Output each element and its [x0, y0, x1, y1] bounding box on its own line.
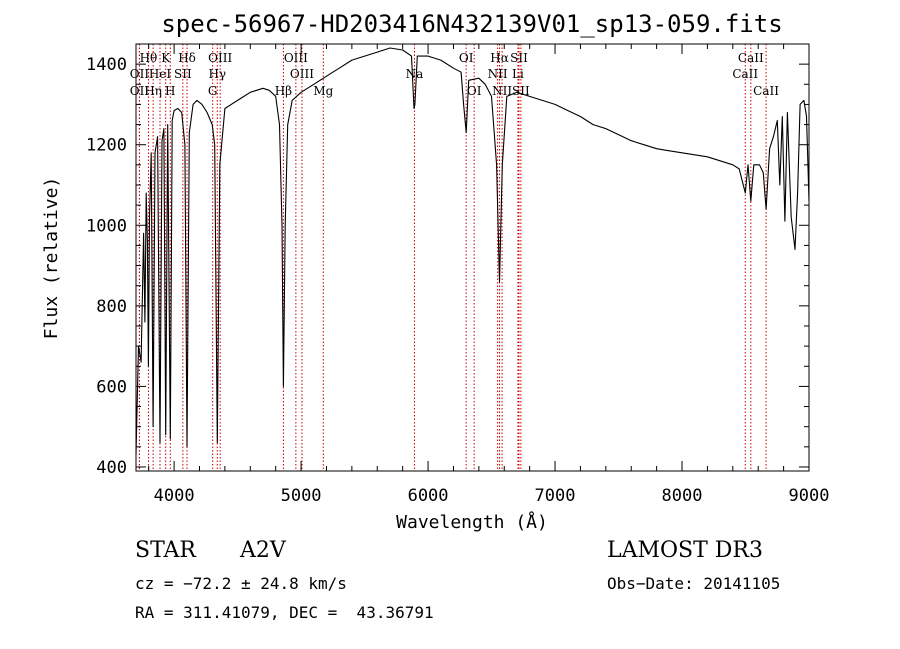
x-tick-label: 8000	[662, 486, 703, 506]
line-marker-label: Hη	[144, 84, 162, 98]
line-marker-label: CaII	[732, 67, 758, 81]
y-axis-ticks: 400 600 800 1000 1200 1400	[86, 55, 809, 478]
survey-name: LAMOST DR3	[607, 538, 763, 563]
line-marker-label: NII	[488, 67, 508, 81]
obs-date: Obs−Date: 20141105	[607, 574, 781, 593]
line-marker-label: OIII	[208, 51, 232, 65]
object-subclass: A2V	[240, 538, 286, 563]
ra-dec: RA = 311.41079, DEC = 43.36791	[135, 603, 434, 622]
line-marker-label: Hγ	[208, 67, 226, 81]
x-axis-ticks: 4000 5000 6000 7000 8000 9000	[148, 44, 830, 506]
spectrum-line	[135, 47, 810, 455]
x-tick-label: 5000	[281, 486, 322, 506]
y-axis-label: Flux (relative)	[41, 177, 62, 340]
x-axis-label: Wavelength (Å)	[396, 511, 548, 533]
spectrum-series	[135, 47, 810, 455]
line-marker-label: Hθ	[140, 51, 158, 65]
chart-title: spec-56967-HD203416N432139V01_sp13-059.f…	[161, 10, 782, 38]
plot-frame	[135, 43, 810, 472]
y-tick-label: 1400	[86, 55, 127, 75]
line-marker-label: OII	[130, 84, 150, 98]
x-tick-label: 4000	[154, 486, 195, 506]
y-tick-label: 800	[96, 297, 127, 317]
line-marker-label: Mg	[313, 84, 333, 98]
line-marker-label: OII	[130, 67, 150, 81]
line-marker-label: SII	[510, 51, 528, 65]
y-tick-label: 400	[96, 458, 127, 478]
line-marker-label: HeI	[149, 67, 172, 81]
line-marker-label: Li	[512, 67, 524, 81]
line-marker-label: NII	[492, 84, 512, 98]
line-marker-label: Hδ	[178, 51, 196, 65]
line-marker-label: OIII	[290, 67, 314, 81]
line-marker-label: CaII	[738, 51, 764, 65]
line-marker-label: Na	[406, 67, 424, 81]
y-tick-label: 1200	[86, 136, 127, 156]
line-marker-label: OI	[459, 51, 474, 65]
x-tick-label: 7000	[535, 486, 576, 506]
y-tick-label: 1000	[86, 216, 127, 236]
spectral-line-markers	[138, 44, 767, 471]
line-marker-label: OI	[467, 84, 482, 98]
line-marker-label: Hα	[490, 51, 509, 65]
line-marker-label: OIII	[284, 51, 308, 65]
line-marker-label: K	[161, 51, 171, 65]
y-tick-label: 600	[96, 377, 127, 397]
line-marker-label: Hβ	[275, 84, 292, 98]
x-tick-label: 6000	[408, 486, 449, 506]
redshift-cz: cz = −72.2 ± 24.8 km/s	[135, 574, 347, 593]
line-marker-label: G	[208, 84, 218, 98]
line-marker-label: SII	[174, 67, 192, 81]
line-marker-label: CaII	[753, 84, 779, 98]
line-marker-label: H	[165, 84, 175, 98]
x-tick-label: 9000	[789, 486, 830, 506]
object-class: STAR	[135, 538, 196, 563]
